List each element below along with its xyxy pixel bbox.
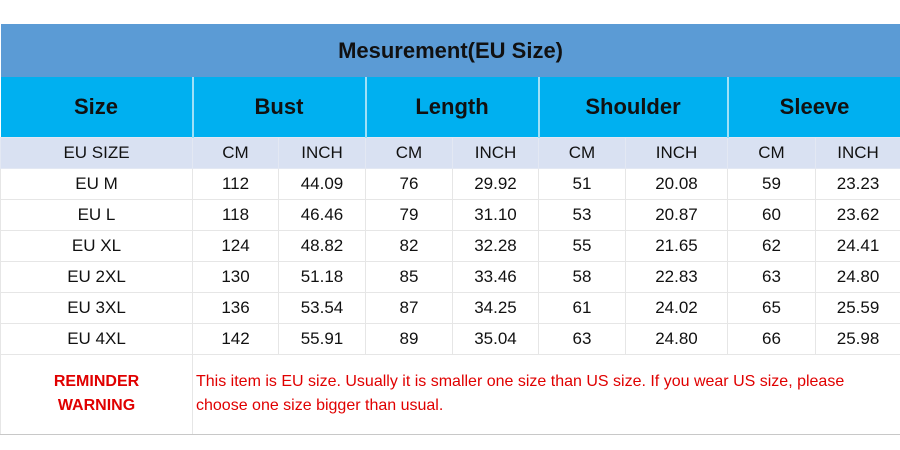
value-cell: 59 [727, 167, 816, 200]
value-cell: 79 [365, 198, 453, 231]
subheader-cell: CM [365, 136, 453, 169]
size-cell: EU 2XL [0, 260, 193, 293]
warning-label-line: WARNING [57, 397, 136, 414]
value-cell: 89 [365, 322, 453, 355]
header-shoulder: Shoulder [538, 77, 729, 137]
subheader-cell: INCH [452, 136, 539, 169]
table-row: EU M 112 44.09 76 29.92 51 20.08 59 23.23 [0, 167, 900, 200]
value-cell: 55.91 [278, 322, 366, 355]
table-row: EU 2XL 130 51.18 85 33.46 58 22.83 63 24.80 [0, 260, 900, 293]
size-cell: EU L [0, 198, 193, 231]
value-cell: 24.80 [625, 322, 728, 355]
reminder-text: This item is EU size. Usually it is smal… [191, 353, 900, 435]
header-length: Length [365, 77, 540, 137]
value-cell: 24.02 [625, 291, 728, 324]
value-cell: 46.46 [278, 198, 366, 231]
table-row: EU L 118 46.46 79 31.10 53 20.87 60 23.62 [0, 198, 900, 231]
reminder-text-line: This item is EU size. Usually it is smal… [196, 373, 845, 390]
size-cell: EU M [0, 167, 193, 200]
value-cell: 66 [727, 322, 816, 355]
subheader-cell: CM [727, 136, 816, 169]
value-cell: 130 [192, 260, 279, 293]
subheader-cell: CM [538, 136, 626, 169]
value-cell: 63 [727, 260, 816, 293]
subheader-cell: INCH [278, 136, 366, 169]
value-cell: 63 [538, 322, 626, 355]
value-cell: 76 [365, 167, 453, 200]
value-cell: 55 [538, 229, 626, 262]
value-cell: 61 [538, 291, 626, 324]
value-cell: 118 [192, 198, 279, 231]
subheader-cell: INCH [814, 136, 900, 169]
value-cell: 62 [727, 229, 816, 262]
value-cell: 23.23 [814, 167, 900, 200]
value-cell: 21.65 [625, 229, 728, 262]
size-cell: EU 3XL [0, 291, 193, 324]
subheader-cell: INCH [625, 136, 728, 169]
value-cell: 25.98 [814, 322, 900, 355]
value-cell: 124 [192, 229, 279, 262]
value-cell: 25.59 [814, 291, 900, 324]
value-cell: 65 [727, 291, 816, 324]
value-cell: 34.25 [452, 291, 539, 324]
value-cell: 51 [538, 167, 626, 200]
reminder-text-line: choose one size bigger than usual. [196, 397, 444, 414]
value-cell: 85 [365, 260, 453, 293]
subheader-cell: EU SIZE [0, 136, 193, 169]
value-cell: 29.92 [452, 167, 539, 200]
value-cell: 32.28 [452, 229, 539, 262]
value-cell: 112 [192, 167, 279, 200]
value-cell: 23.62 [814, 198, 900, 231]
table-row: EU XL 124 48.82 82 32.28 55 21.65 62 24.41 [0, 229, 900, 262]
value-cell: 142 [192, 322, 279, 355]
value-cell: 87 [365, 291, 453, 324]
value-cell: 60 [727, 198, 816, 231]
value-cell: 24.80 [814, 260, 900, 293]
subheader-cell: CM [192, 136, 279, 169]
table-row: EU 4XL 142 55.91 89 35.04 63 24.80 66 25.98 [0, 322, 900, 355]
size-chart: Mesurement(EU Size) Size Bust Length Should… [0, 24, 900, 435]
value-cell: 20.08 [625, 167, 728, 200]
reminder-label: REMINDER WARNING [0, 353, 193, 435]
value-cell: 31.10 [452, 198, 539, 231]
value-cell: 48.82 [278, 229, 366, 262]
value-cell: 35.04 [452, 322, 539, 355]
value-cell: 58 [538, 260, 626, 293]
header-size: Size [0, 77, 194, 137]
value-cell: 22.83 [625, 260, 728, 293]
value-cell: 44.09 [278, 167, 366, 200]
value-cell: 33.46 [452, 260, 539, 293]
header-bust: Bust [192, 77, 367, 137]
header-sleeve: Sleeve [727, 77, 900, 137]
reminder-label-line: REMINDER [53, 373, 140, 390]
size-table: Mesurement(EU Size) Size Bust Length Should… [0, 24, 900, 435]
value-cell: 20.87 [625, 198, 728, 231]
value-cell: 24.41 [814, 229, 900, 262]
size-cell: EU 4XL [0, 322, 193, 355]
value-cell: 82 [365, 229, 453, 262]
value-cell: 51.18 [278, 260, 366, 293]
table-row: EU 3XL 136 53.54 87 34.25 61 24.02 65 25.59 [0, 291, 900, 324]
value-cell: 136 [192, 291, 279, 324]
value-cell: 53 [538, 198, 626, 231]
size-cell: EU XL [0, 229, 193, 262]
table-title: Mesurement(EU Size) [0, 24, 900, 77]
value-cell: 53.54 [278, 291, 366, 324]
